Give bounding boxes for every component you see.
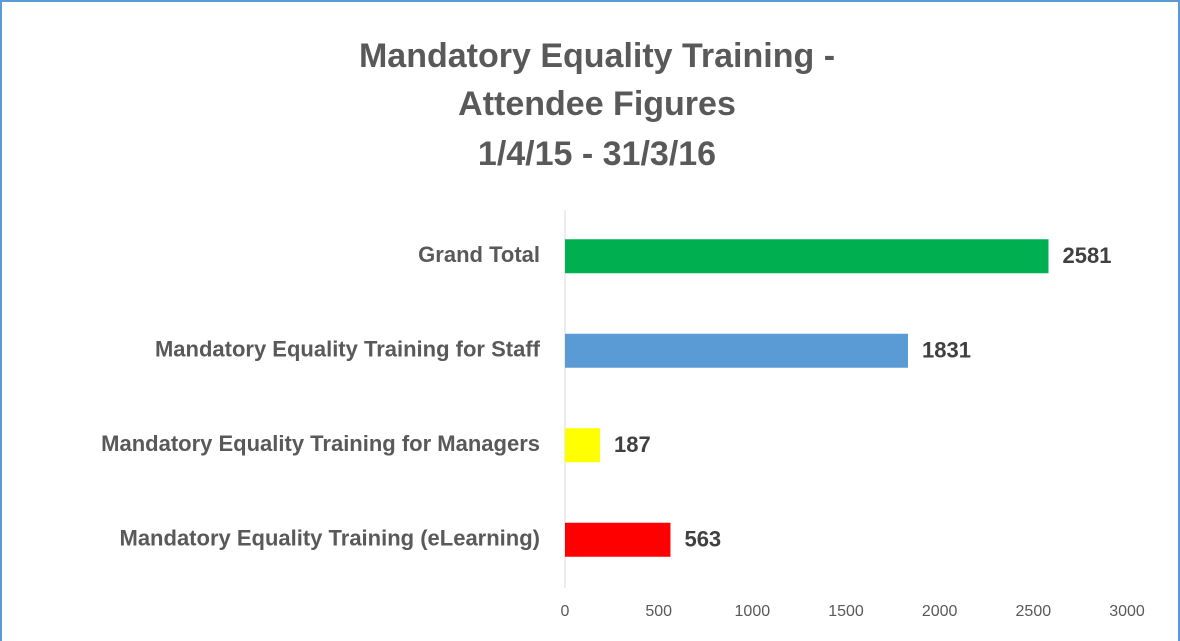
bar xyxy=(565,522,671,557)
data-label: 187 xyxy=(614,432,651,457)
x-tick-label: 3000 xyxy=(1109,603,1145,620)
x-tick-label: 2500 xyxy=(1016,603,1052,620)
y-tick-label: Mandatory Equality Training for Staff xyxy=(155,337,541,362)
data-label: 563 xyxy=(684,527,721,552)
y-tick-label: Grand Total xyxy=(418,242,540,267)
x-tick-label: 1500 xyxy=(828,603,864,620)
x-tick-label: 1000 xyxy=(735,603,771,620)
chart-title: 1/4/15 - 31/3/16 xyxy=(478,135,716,173)
bar xyxy=(565,333,909,368)
y-tick-label: Mandatory Equality Training for Managers xyxy=(101,431,540,456)
x-tick-label: 500 xyxy=(645,603,672,620)
y-tick-label: Mandatory Equality Training (eLearning) xyxy=(120,526,541,551)
bar xyxy=(565,428,601,463)
chart-title: Attendee Figures xyxy=(458,85,736,123)
chart-title: Mandatory Equality Training - xyxy=(359,37,835,75)
bar xyxy=(565,239,1049,274)
x-tick-label: 0 xyxy=(561,603,570,620)
x-tick-label: 2000 xyxy=(922,603,958,620)
data-label: 1831 xyxy=(922,338,971,363)
data-label: 2581 xyxy=(1063,243,1112,268)
